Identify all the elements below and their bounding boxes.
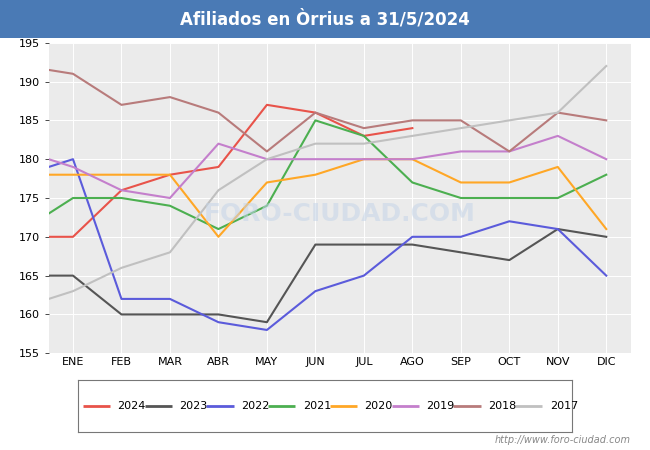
Text: 2024: 2024 xyxy=(118,401,146,411)
Text: http://www.foro-ciudad.com: http://www.foro-ciudad.com xyxy=(495,435,630,445)
Text: 2018: 2018 xyxy=(488,401,516,411)
Text: 2020: 2020 xyxy=(365,401,393,411)
Text: 2022: 2022 xyxy=(241,401,269,411)
Text: 2019: 2019 xyxy=(426,401,454,411)
Text: 2023: 2023 xyxy=(179,401,207,411)
Text: FORO-CIUDAD.COM: FORO-CIUDAD.COM xyxy=(203,202,476,225)
Text: 2017: 2017 xyxy=(550,401,578,411)
Text: Afiliados en Òrrius a 31/5/2024: Afiliados en Òrrius a 31/5/2024 xyxy=(180,10,470,28)
Text: 2021: 2021 xyxy=(303,401,331,411)
